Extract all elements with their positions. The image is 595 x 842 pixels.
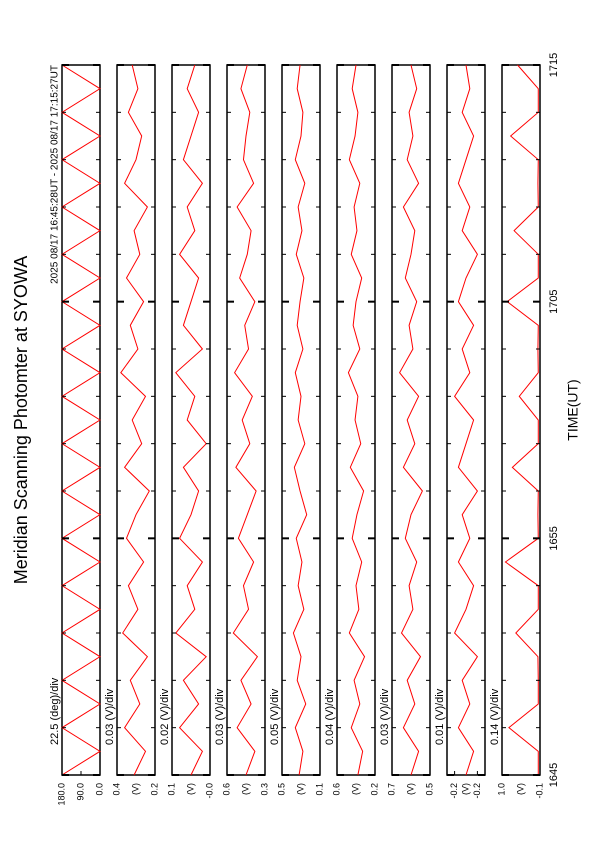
- panel-scale: 0.14 (V)/div: [489, 688, 501, 745]
- y-unit: (V): [405, 783, 415, 795]
- y-unit: (V): [460, 783, 470, 795]
- y-tick-label: 0.6: [331, 783, 341, 796]
- panel-scale: 0.05 (V)/div: [269, 688, 281, 745]
- y-unit: (V): [240, 783, 250, 795]
- data-line: [347, 64, 366, 776]
- subtitle: 2025 08/17 16:45:28UT - 2025 08/17 17:15…: [50, 65, 61, 284]
- y-tick-label: 0.7: [386, 783, 396, 796]
- y-tick-label: 0.5: [276, 783, 286, 796]
- panel-frame: [281, 64, 321, 776]
- y-unit: (V): [185, 783, 195, 795]
- y-tick-label: -0.0: [204, 783, 214, 799]
- data-line: [504, 64, 539, 775]
- x-axis-label: TIME(UT): [565, 379, 581, 440]
- chart-title: Meridian Scanning Photomter at SYOWA: [11, 256, 31, 584]
- panel-scale: 0.03 (V)/div: [104, 688, 116, 745]
- x-tick-label: 1705: [548, 289, 560, 313]
- data-line: [398, 64, 423, 776]
- data-line: [292, 64, 308, 776]
- panel-frame: [501, 64, 541, 776]
- y-unit: (V): [130, 783, 140, 795]
- y-tick-label: -0.2: [472, 783, 482, 799]
- y-tick-label: 0.6: [221, 783, 231, 796]
- data-line: [232, 64, 259, 776]
- data-line: [175, 64, 207, 776]
- y-tick-label: 0.1: [314, 783, 324, 796]
- panel-scale: 0.01 (V)/div: [434, 688, 446, 745]
- data-line: [120, 64, 150, 776]
- panel-scale: 0.03 (V)/div: [379, 688, 391, 745]
- panel-scale: 22.5 (deg)/div: [49, 677, 61, 745]
- panel-frame: [336, 64, 376, 776]
- y-tick-label: 180.0: [56, 783, 66, 806]
- y-tick-label: 0.4: [111, 783, 121, 796]
- panel-scale: 0.03 (V)/div: [214, 688, 226, 745]
- y-tick-label: 0.5: [424, 783, 434, 796]
- x-tick-label: 1645: [548, 763, 560, 787]
- y-tick-label: 0.2: [369, 783, 379, 796]
- y-tick-label: -0.2: [449, 783, 459, 799]
- y-unit: (V): [515, 783, 525, 795]
- panel-scale: 0.04 (V)/div: [324, 688, 336, 745]
- data-line: [61, 64, 101, 776]
- panel-frame: [391, 64, 431, 776]
- panel-frame: [116, 64, 156, 776]
- y-tick-label: -0.1: [534, 783, 544, 799]
- y-tick-label: 0.1: [166, 783, 176, 796]
- panel-frame: [226, 64, 266, 776]
- rotated-plot: Meridian Scanning Photomter at SYOWA 202…: [11, 53, 581, 806]
- y-unit: (V): [295, 783, 305, 795]
- data-line: [453, 64, 479, 776]
- panel-frame: [171, 64, 211, 776]
- panel-frame: [446, 64, 486, 776]
- y-tick-label: 0.3: [259, 783, 269, 796]
- x-tick-label: 1715: [548, 53, 560, 77]
- y-tick-label: 0.0: [94, 783, 104, 796]
- y-tick-label: 1.0: [496, 783, 506, 796]
- y-unit: (V): [350, 783, 360, 795]
- x-tick-label: 1655: [548, 526, 560, 550]
- panel-scale: 0.02 (V)/div: [159, 688, 171, 745]
- y-tick-label: 90.0: [75, 783, 85, 801]
- y-tick-label: 0.2: [149, 783, 159, 796]
